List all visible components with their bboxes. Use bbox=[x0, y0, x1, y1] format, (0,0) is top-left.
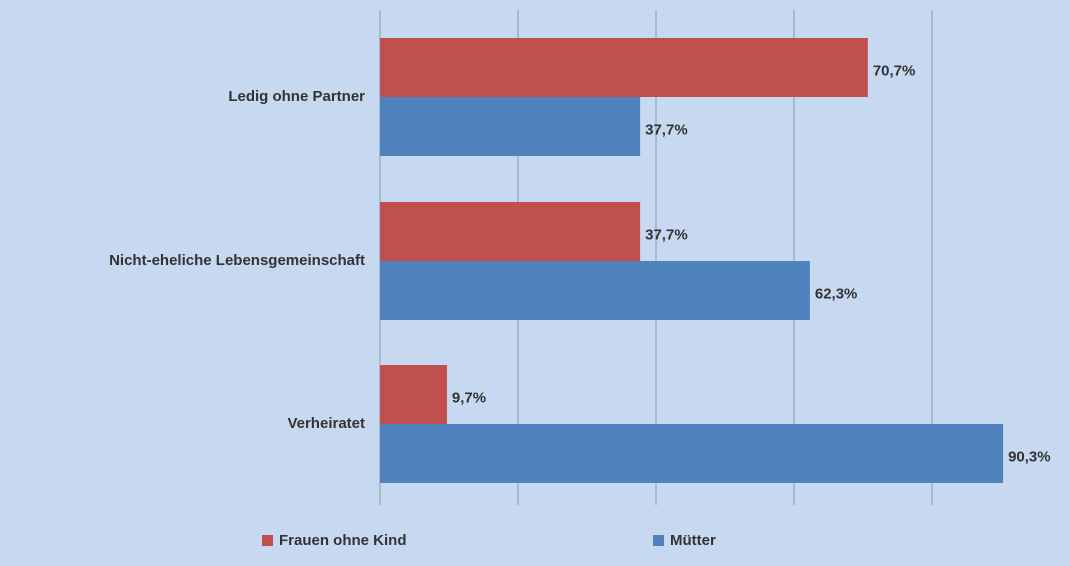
bar bbox=[380, 38, 868, 97]
category-label: Nicht-eheliche Lebensgemeinschaft bbox=[109, 252, 365, 269]
category-label: Ledig ohne Partner bbox=[228, 88, 365, 105]
value-label: 9,7% bbox=[452, 389, 486, 406]
value-label: 37,7% bbox=[645, 121, 688, 138]
bar bbox=[380, 97, 641, 156]
value-label: 37,7% bbox=[645, 226, 688, 243]
value-label: 70,7% bbox=[873, 62, 916, 79]
value-label: 90,3% bbox=[1008, 448, 1051, 465]
legend-label: Mütter bbox=[670, 532, 716, 549]
bar bbox=[380, 202, 641, 261]
legend-swatch bbox=[653, 535, 664, 546]
category-label: Verheiratet bbox=[287, 415, 365, 432]
value-label: 62,3% bbox=[815, 285, 858, 302]
bar bbox=[380, 261, 810, 320]
bar bbox=[380, 424, 1004, 483]
legend-label: Frauen ohne Kind bbox=[279, 532, 407, 549]
legend-swatch bbox=[262, 535, 273, 546]
bar bbox=[380, 365, 447, 424]
